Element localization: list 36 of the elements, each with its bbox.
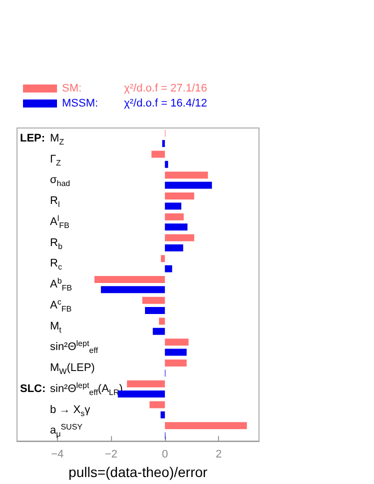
bar xyxy=(160,255,165,262)
bar xyxy=(151,150,165,158)
bar xyxy=(164,224,188,231)
bar xyxy=(152,328,165,335)
bar xyxy=(150,401,165,408)
bar xyxy=(164,422,247,430)
text: χ²/d.o.f = 16.4/12 xyxy=(124,98,208,110)
bar xyxy=(164,213,184,220)
bar xyxy=(164,172,208,179)
bar xyxy=(164,202,182,210)
bar xyxy=(164,192,194,200)
bar xyxy=(160,411,165,418)
bar xyxy=(94,276,165,283)
bar xyxy=(118,390,165,398)
bar xyxy=(164,244,184,252)
legend-label: MSSM: xyxy=(62,98,98,110)
x-tick-label: −4 xyxy=(51,448,64,461)
bar xyxy=(164,359,187,366)
x-tick-label: −2 xyxy=(104,448,118,461)
bar xyxy=(164,160,168,168)
bar xyxy=(100,286,165,294)
bar xyxy=(164,265,172,272)
bar xyxy=(164,234,194,242)
bar xyxy=(164,348,187,356)
x-axis-title: pulls=(data-theo)/error xyxy=(68,464,208,480)
x-tick-label: 0 xyxy=(162,448,168,461)
bar xyxy=(144,307,165,314)
bar xyxy=(164,338,189,346)
text: χ²/d.o.f = 27.1/16 xyxy=(124,82,208,94)
legend-label: SM: xyxy=(62,82,82,94)
bar xyxy=(162,140,165,148)
bar xyxy=(126,380,165,388)
bar xyxy=(164,182,212,189)
bar xyxy=(142,296,165,304)
bar xyxy=(158,318,165,325)
x-tick-label: 2 xyxy=(216,448,222,461)
